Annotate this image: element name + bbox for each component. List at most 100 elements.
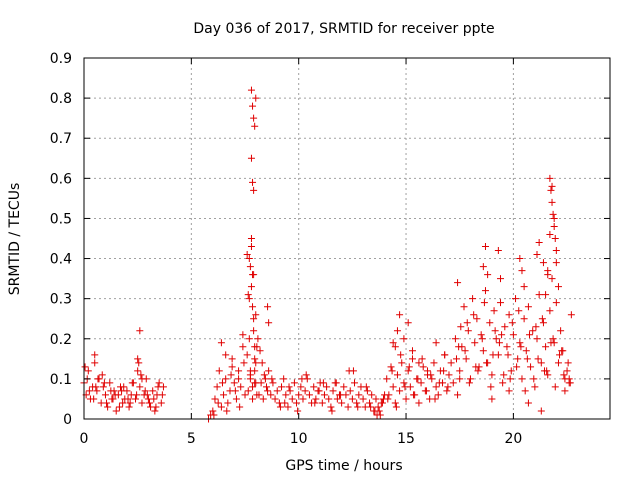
data-point (353, 399, 361, 407)
data-point (124, 395, 132, 403)
data-point (531, 383, 539, 391)
data-point (408, 347, 416, 355)
data-point (554, 283, 562, 291)
data-point (544, 371, 552, 379)
data-point (252, 359, 260, 367)
data-point (315, 387, 323, 395)
data-point (217, 403, 225, 411)
data-point (247, 86, 255, 94)
data-point (523, 355, 531, 363)
data-point (516, 339, 524, 347)
data-point (349, 367, 357, 375)
data-point (344, 403, 352, 411)
data-point (440, 367, 448, 375)
data-point (564, 359, 572, 367)
data-point (525, 331, 533, 339)
data-point (414, 375, 422, 383)
data-point (463, 319, 471, 327)
chart-title: Day 036 of 2017, SRMTID for receiver ppt… (193, 21, 494, 37)
data-points (80, 86, 575, 423)
data-point (513, 363, 521, 371)
data-point (550, 222, 558, 230)
data-point (532, 323, 540, 331)
data-point (447, 359, 455, 367)
data-point (138, 375, 146, 383)
data-point (489, 351, 497, 359)
data-point (520, 315, 528, 323)
data-point (224, 399, 232, 407)
data-point (445, 371, 453, 379)
data-point (368, 391, 376, 399)
data-point (552, 247, 560, 255)
data-point (396, 387, 404, 395)
data-point (488, 395, 496, 403)
data-point (479, 347, 487, 355)
data-point (247, 243, 255, 251)
data-point (541, 367, 549, 375)
data-point (512, 295, 520, 303)
data-point (402, 395, 410, 403)
data-point (328, 407, 336, 415)
data-point (508, 319, 516, 327)
data-point (417, 379, 425, 387)
x-tick-label: 0 (80, 431, 89, 447)
data-point (477, 331, 485, 339)
data-point (505, 311, 513, 319)
data-point (533, 335, 541, 343)
data-point (561, 387, 569, 395)
data-point (565, 375, 573, 383)
data-point (252, 311, 260, 319)
data-point (249, 395, 257, 403)
data-point (111, 391, 119, 399)
data-point (145, 399, 153, 407)
data-point (366, 399, 374, 407)
data-point (251, 355, 259, 363)
data-point (141, 387, 149, 395)
data-point (500, 371, 508, 379)
data-point (362, 383, 370, 391)
data-point (550, 214, 558, 222)
data-point (457, 323, 465, 331)
data-point (547, 339, 555, 347)
y-tick-label: 0 (63, 412, 72, 428)
data-point (132, 395, 140, 403)
data-point (230, 379, 238, 387)
data-point (507, 367, 515, 375)
data-point (222, 351, 230, 359)
data-point (325, 395, 333, 403)
data-point (484, 271, 492, 279)
data-point (557, 327, 565, 335)
data-point (372, 395, 380, 403)
data-point (480, 299, 488, 307)
data-point (299, 395, 307, 403)
data-point (237, 383, 245, 391)
data-point (244, 387, 252, 395)
data-point (504, 351, 512, 359)
data-point (327, 403, 335, 411)
data-point (434, 391, 442, 399)
data-point (494, 247, 502, 255)
data-point (518, 267, 526, 275)
data-point (249, 303, 257, 311)
y-tick-label: 0.9 (50, 51, 72, 67)
data-point (278, 383, 286, 391)
data-point (157, 399, 165, 407)
data-point (515, 307, 523, 315)
data-point (377, 399, 385, 407)
data-point (232, 395, 240, 403)
data-point (215, 367, 223, 375)
data-point (288, 395, 296, 403)
data-point (481, 243, 489, 251)
data-point (454, 279, 462, 287)
data-point (293, 399, 301, 407)
data-point (397, 351, 405, 359)
data-point (246, 263, 254, 271)
data-point (375, 407, 383, 415)
data-point (319, 379, 327, 387)
data-point (524, 303, 532, 311)
data-point (560, 371, 568, 379)
data-point (264, 387, 272, 395)
data-point (389, 383, 397, 391)
data-point (490, 307, 498, 315)
